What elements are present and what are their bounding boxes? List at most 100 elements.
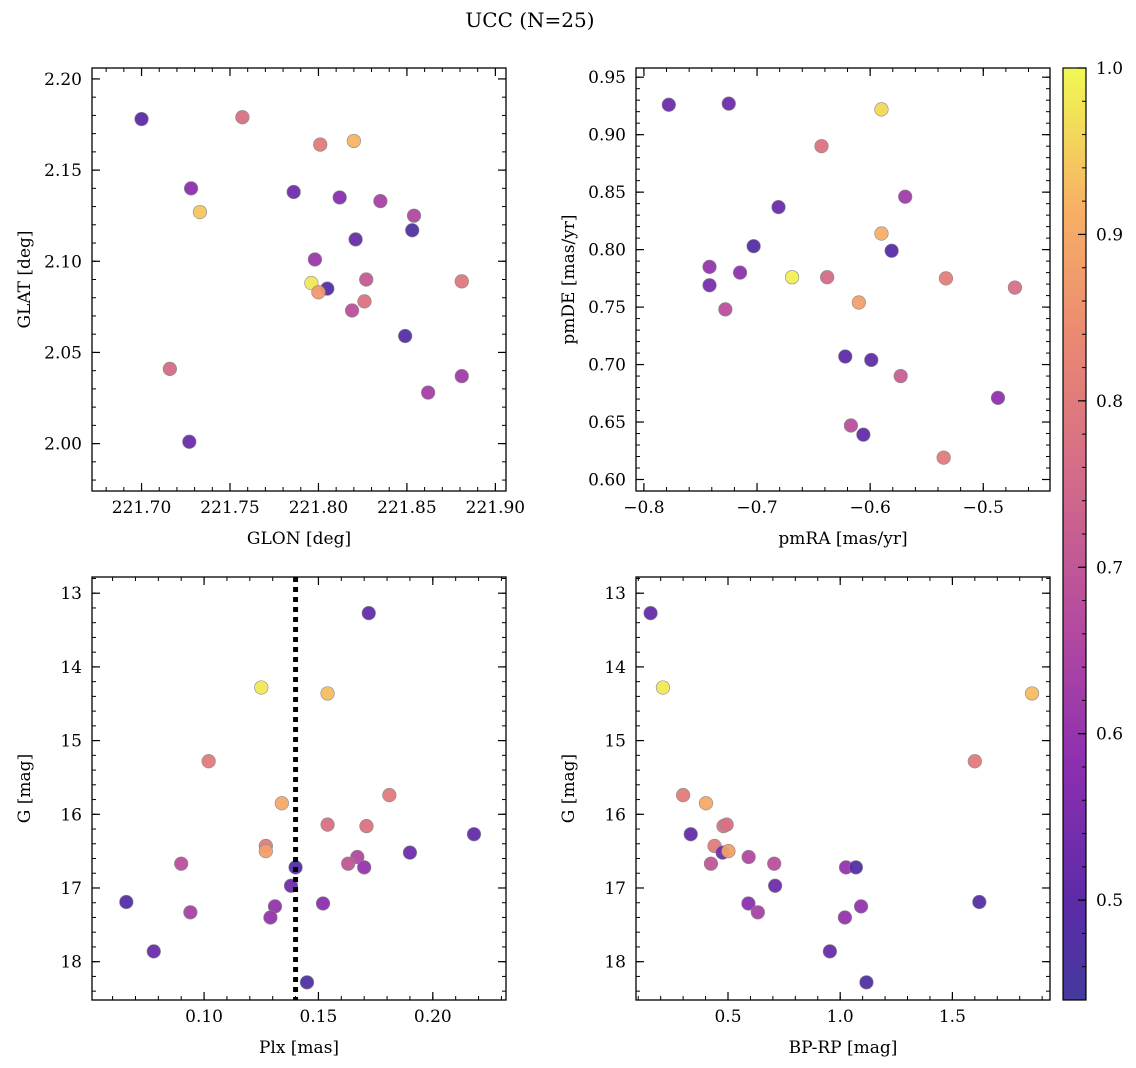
x-tick-label: 221.80 xyxy=(289,498,348,518)
x-tick-label: −0.7 xyxy=(736,498,777,518)
minor-ticks xyxy=(92,68,506,491)
scatter-point xyxy=(402,845,418,860)
scatter-point xyxy=(741,896,756,911)
scatter-point xyxy=(702,278,717,293)
scatter-point xyxy=(1024,686,1040,701)
scatter-point xyxy=(119,894,134,910)
x-axis-label: GLON [deg] xyxy=(247,529,351,549)
scatter-point xyxy=(683,827,698,842)
plot-frame xyxy=(91,576,507,1001)
colorbar-tick-label: 1.0 xyxy=(1096,59,1123,79)
y-tick-label: 17 xyxy=(604,879,626,899)
y-tick-label: 15 xyxy=(60,732,82,752)
x-axis-label: Plx [mas] xyxy=(259,1038,339,1058)
scatter-point xyxy=(311,285,326,300)
scatter-point xyxy=(341,856,356,871)
panel-plx-g: 0.10 0.15 0.20 13 14 15 16 17 18 Plx [mas] G [mag] xyxy=(15,576,507,1058)
scatter-point xyxy=(258,844,273,859)
scatter-point xyxy=(843,418,859,433)
scatter-point xyxy=(405,223,420,238)
scatter-point xyxy=(703,856,719,871)
y-tick-label: 14 xyxy=(60,658,82,678)
y-tick-label: 2.20 xyxy=(44,70,82,90)
scatter-point xyxy=(814,139,829,154)
scatter-point xyxy=(990,390,1006,405)
y-axis-label: G [mag] xyxy=(15,754,35,823)
scatter-point xyxy=(1007,280,1023,295)
scatter-point xyxy=(313,137,328,152)
x-tick-label: 0.5 xyxy=(714,1007,741,1027)
y-tick-label: 18 xyxy=(604,953,626,973)
scatter-point xyxy=(183,905,198,920)
y-tick-label: 2.05 xyxy=(44,343,82,363)
scatter-point xyxy=(466,827,482,842)
y-tick-label: 0.85 xyxy=(588,183,626,203)
scatter-point xyxy=(967,754,982,769)
x-tick-label: −0.8 xyxy=(623,498,664,518)
scatter-point xyxy=(661,97,676,112)
y-tick-label: 2.15 xyxy=(44,161,82,181)
scatter-point xyxy=(183,181,199,196)
y-axis-label: pmDE [mas/yr] xyxy=(559,214,579,344)
scatter-point xyxy=(357,860,372,875)
scatter-point xyxy=(192,204,208,220)
scatter-point xyxy=(344,303,360,318)
scatter-point xyxy=(938,271,954,286)
scatter-point xyxy=(146,944,161,959)
scatter-point xyxy=(820,270,835,285)
scatter-point xyxy=(274,796,289,811)
scatter-point xyxy=(357,294,372,309)
colorbar-tick-label: 0.6 xyxy=(1096,725,1123,745)
scatter-point xyxy=(718,302,733,317)
scatter-point xyxy=(359,818,374,834)
scatter-point xyxy=(838,349,853,364)
scatter-point xyxy=(643,606,658,621)
x-tick-label: 1.0 xyxy=(827,1007,854,1027)
scatter-point xyxy=(702,259,717,274)
y-tick-label: 2.00 xyxy=(44,435,82,455)
scatter-point xyxy=(936,450,951,465)
scatter-point xyxy=(346,133,361,149)
panel-pmra-pmde: −0.8 −0.7 −0.6 −0.5 0.60 0.65 0.70 0.75 0.80 0.85… xyxy=(559,67,1051,549)
y-tick-label: 15 xyxy=(604,732,626,752)
scatter-point xyxy=(254,680,269,695)
x-tick-label: 0.20 xyxy=(414,1007,452,1027)
scatter-point xyxy=(853,899,869,914)
x-tick-label: 0.10 xyxy=(185,1007,223,1027)
scatter-point xyxy=(750,905,765,920)
scatter-point xyxy=(698,796,714,811)
colorbar-tick-label: 0.5 xyxy=(1096,891,1123,911)
scatter-point xyxy=(864,352,879,368)
scatter-point xyxy=(348,232,363,247)
scatter-point xyxy=(315,896,331,911)
scatter-point xyxy=(406,208,422,223)
x-tick-label: −0.5 xyxy=(963,498,1004,518)
scatter-point xyxy=(746,239,761,254)
y-tick-label: 13 xyxy=(60,584,82,604)
y-tick-label: 0.95 xyxy=(588,68,626,88)
scatter-point xyxy=(174,856,189,871)
scatter-point xyxy=(307,252,323,267)
scatter-point xyxy=(320,817,335,832)
scatter-point xyxy=(732,265,748,280)
scatter-point xyxy=(884,243,899,258)
panel-bprp-g: 0.5 1.0 1.5 13 14 15 16 17 18 BP-RP [mag] G [mag] xyxy=(559,576,1051,1058)
scatter-point xyxy=(454,274,469,289)
y-axis-label: GLAT [deg] xyxy=(15,230,35,328)
scatter-point xyxy=(851,295,866,310)
y-tick-label: 14 xyxy=(604,658,626,678)
y-tick-label: 0.75 xyxy=(588,298,626,318)
y-tick-label: 16 xyxy=(604,805,626,825)
scatter-point xyxy=(676,788,691,803)
scatter-point xyxy=(332,190,347,205)
x-axis-label: pmRA [mas/yr] xyxy=(778,529,907,549)
scatter-point xyxy=(398,328,413,344)
plot-frame xyxy=(635,576,1051,1001)
colorbar: 0.5 0.6 0.7 0.8 0.9 1.0 xyxy=(1062,59,1123,1001)
scatter-point xyxy=(286,184,301,200)
scatter-point xyxy=(972,894,987,910)
scatter-point xyxy=(359,272,374,287)
x-tick-label: 221.90 xyxy=(466,498,525,518)
